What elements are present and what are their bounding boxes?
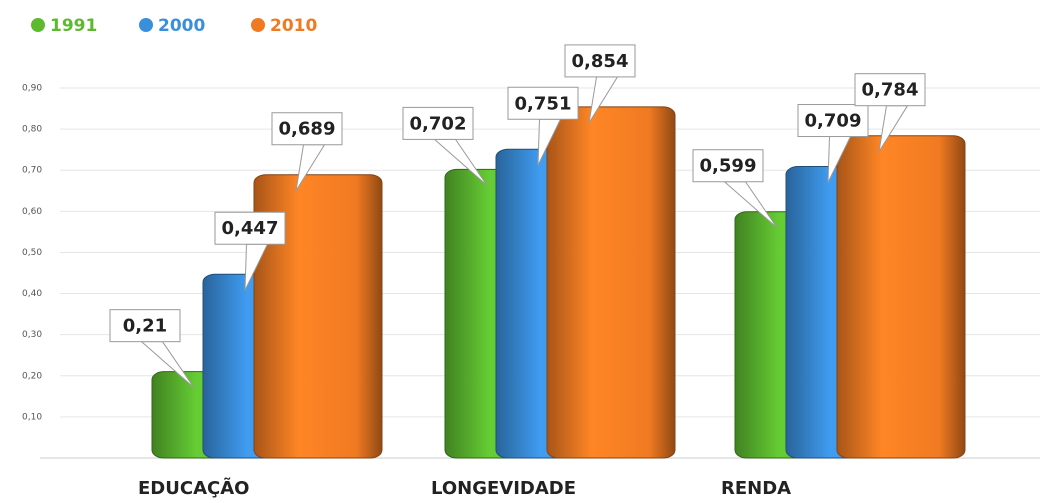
bar [546,106,676,459]
y-tick-label: 0,40 [22,289,42,299]
value-label: 0,599 [700,156,757,177]
y-tick-label: 0,60 [22,207,42,217]
bar [253,174,383,459]
y-tick-label: 0,50 [22,248,42,258]
legend-label: 1991 [50,16,97,36]
callout-box [507,86,579,120]
callout-box [214,211,286,245]
callout-box [797,104,869,138]
callout-box [564,44,636,78]
value-label: 0,689 [279,119,336,140]
value-label: 0,21 [123,316,167,337]
y-tick-label: 0,10 [22,412,42,422]
legend-marker [139,18,153,32]
value-label: 0,447 [222,218,279,239]
x-tick-label: EDUCAÇÃO [138,476,249,499]
callout-box [854,73,926,107]
callout-box [271,112,343,146]
callout-box [109,309,181,343]
x-tick-label: LONGEVIDADE [431,478,576,499]
callout-box [692,149,764,183]
legend-marker [31,18,45,32]
y-tick-label: 0,70 [22,166,42,176]
value-label: 0,751 [515,93,572,114]
x-tick-label: RENDA [721,478,791,499]
bar [836,135,966,459]
value-label: 0,854 [572,51,629,72]
legend-label: 2000 [158,16,205,36]
callout-box [402,106,474,140]
y-tick-label: 0,20 [22,371,42,381]
value-label: 0,702 [410,113,467,134]
value-label: 0,709 [805,111,862,132]
y-tick-label: 0,80 [22,125,42,135]
legend-marker [251,18,265,32]
value-label: 0,784 [862,80,919,101]
y-tick-label: 0,90 [22,84,42,94]
y-tick-label: 0,30 [22,330,42,340]
legend-label: 2010 [270,16,317,36]
